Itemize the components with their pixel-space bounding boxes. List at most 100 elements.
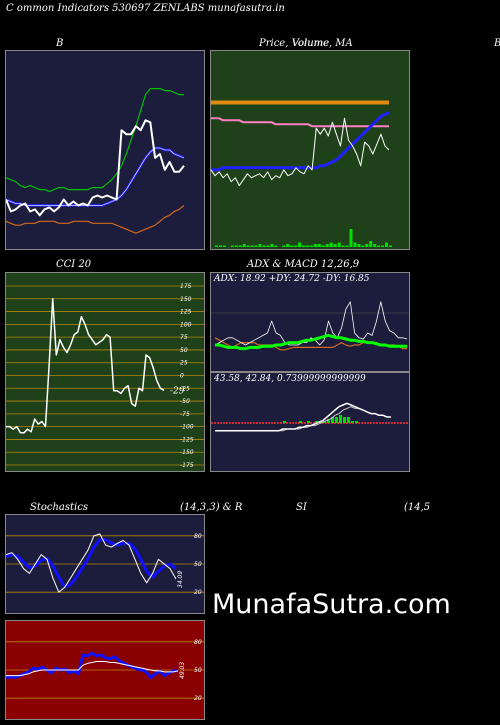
price-line	[211, 117, 390, 187]
volume-bar	[286, 244, 290, 247]
volume-bar	[357, 244, 361, 247]
volume-bar	[250, 245, 254, 247]
cci-tick-label: 75	[180, 334, 188, 341]
macd-histogram-bar	[355, 421, 358, 423]
rsi-tick-label: 50	[194, 667, 202, 674]
volume-bar	[306, 245, 309, 247]
rsi-tick-label: 80	[194, 639, 202, 646]
price-panel	[210, 50, 410, 250]
macd-line	[215, 402, 391, 432]
cci-tick-label: -175	[180, 462, 194, 469]
volume-bar	[215, 245, 218, 247]
cci-panel: 175 150 125 100 75 50 25 0 -25 -50 -75 -100 -125 -150…	[5, 272, 205, 472]
bollinger-panel	[5, 50, 205, 250]
watermark-text: MunafaSutra.com	[212, 589, 451, 620]
rsi-tick-label: 20	[194, 695, 202, 702]
volume-bar	[361, 245, 365, 247]
adx-readout: ADX: 18.92 +DY: 24.72 -DY: 16.85	[214, 274, 370, 284]
rsi-title-left: SI	[296, 502, 307, 513]
volume-bar	[333, 244, 337, 247]
adx-plus-di-line	[214, 301, 408, 346]
volume-bar	[234, 245, 238, 247]
bb-panel-title: B	[56, 38, 64, 49]
macd-histogram-bar	[339, 415, 342, 423]
cci-tick-label: 50	[180, 347, 188, 354]
volume-bar	[238, 245, 242, 247]
bb-lower-line	[6, 204, 185, 234]
volume-bar	[222, 245, 226, 247]
volume-bar	[270, 244, 274, 247]
price-panel-title: Price, Volume, MA	[259, 38, 353, 49]
stoch-title-right: (14,3,3) & R	[180, 502, 243, 513]
macd-histogram-bar	[307, 421, 310, 423]
cci-tick-label: -75	[180, 411, 190, 418]
adx-line	[215, 333, 407, 351]
volume-bar	[365, 244, 369, 247]
page-title: C ommon Indicators 530697 ZENLABS munafa…	[6, 3, 285, 14]
macd-histogram-bar	[283, 421, 286, 423]
stochastics-panel: 80 50 20 34.09	[5, 514, 205, 614]
volume-bar	[246, 245, 250, 247]
volume-bar	[282, 245, 286, 247]
volume-bar	[377, 245, 381, 247]
volume-bar	[302, 245, 305, 247]
volume-bar	[266, 245, 270, 247]
stoch-d-line	[6, 538, 177, 589]
bb-upper-line	[6, 87, 184, 193]
cci-line	[6, 298, 165, 434]
cci-tick-label: -100	[180, 424, 194, 431]
volume-bar	[258, 244, 262, 247]
stoch-tick-label: 50	[194, 561, 202, 568]
cci-tick-label: 125	[180, 309, 192, 316]
volume-bar	[381, 245, 385, 247]
macd-histogram-bar	[343, 417, 346, 423]
cci-tick-label: -25	[180, 385, 190, 392]
cci-tick-label: -150	[180, 449, 194, 456]
volume-bar	[290, 245, 294, 247]
stoch-k-line	[6, 533, 177, 593]
volume-bar	[230, 245, 234, 247]
stoch-value-label: 34.09	[177, 571, 184, 588]
rsi-title-right: (14,5	[404, 502, 431, 513]
volume-bar	[317, 244, 321, 247]
volume-bar	[321, 245, 325, 247]
stoch-tick-label: 80	[194, 533, 202, 540]
macd-readout: 43.58, 42.84, 0.73999999999999	[214, 374, 366, 384]
cci-value-label: -29	[170, 386, 185, 396]
cci-tick-label: 100	[180, 321, 192, 328]
stoch-title-left: Stochastics	[30, 502, 88, 513]
macd-histogram-bar	[335, 417, 338, 423]
volume-overlay-text: Volume	[292, 38, 330, 49]
cci-panel-title: CCI 20	[56, 259, 92, 270]
volume-bar	[298, 242, 301, 247]
adx-panel-title: ADX & MACD 12,26,9	[247, 259, 360, 270]
volume-bar	[262, 245, 266, 247]
volume-bar	[325, 244, 329, 247]
macd-histogram-bar	[347, 417, 350, 423]
cci-tick-label: 25	[180, 360, 188, 367]
ma-pink-line	[211, 117, 389, 128]
cci-tick-label: 150	[180, 296, 192, 303]
rsi-slow-line	[6, 661, 179, 677]
cci-tick-label: 175	[180, 283, 192, 290]
volume-bar	[242, 244, 246, 247]
ma-blue-line	[211, 111, 390, 172]
cci-tick-label: -50	[180, 398, 190, 405]
adx-panel: ADX: 18.92 +DY: 24.72 -DY: 16.85	[210, 272, 410, 372]
volume-bar	[373, 244, 377, 247]
macd-histogram-bar	[315, 421, 318, 423]
cci-tick-label: 0	[180, 373, 184, 380]
volume-bar	[353, 242, 357, 247]
volume-bar	[309, 245, 313, 247]
right-edge-letter: B	[494, 38, 500, 49]
volume-bar	[337, 242, 341, 247]
rsi-panel: 80 50 20 49.03	[5, 620, 205, 720]
volume-bar	[341, 245, 345, 247]
volume-bar	[294, 245, 298, 247]
volume-bar	[313, 244, 317, 247]
volume-bar	[329, 242, 333, 247]
cci-tick-label: -125	[180, 436, 194, 443]
rsi-value-label: 49.03	[179, 662, 186, 679]
macd-histogram-bar	[351, 421, 354, 423]
volume-bar	[254, 245, 258, 247]
